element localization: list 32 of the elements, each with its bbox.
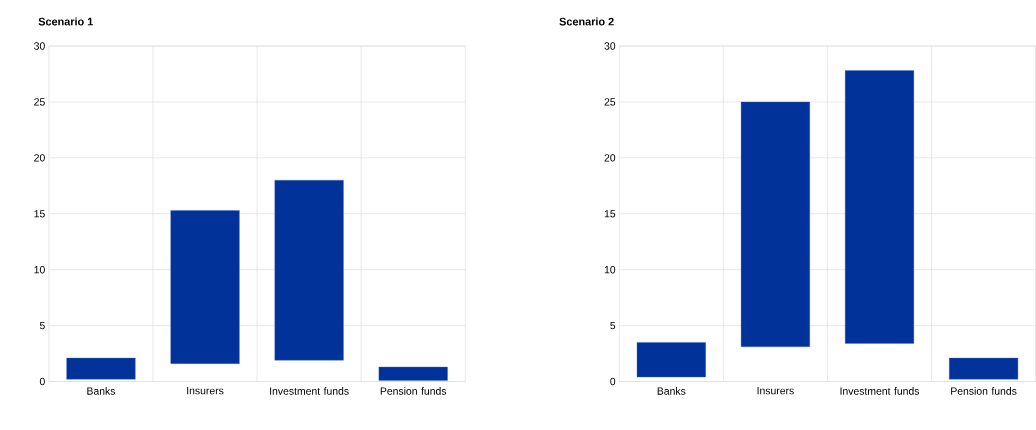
x-tick-label: Insurers: [187, 387, 224, 395]
x-tick-label: Insurers: [757, 387, 794, 395]
y-tick-label: 25: [34, 98, 45, 106]
x-tick-label: Pension funds: [951, 387, 1017, 395]
y-tick-label: 20: [34, 154, 45, 162]
x-tick-label: Investment funds: [270, 387, 349, 395]
y-tick-label: 20: [604, 154, 616, 162]
y-tick-label: 15: [34, 210, 45, 218]
y-tick-label: 30: [34, 42, 45, 50]
x-tick-label: Banks: [657, 387, 686, 395]
chart-title: Scenario 2: [559, 17, 614, 26]
y-tick-label: 10: [604, 266, 616, 274]
bar: [949, 358, 1019, 380]
bar: [636, 342, 706, 378]
bar: [274, 180, 344, 361]
y-tick-label: 5: [610, 322, 616, 330]
y-tick-label: 0: [39, 378, 45, 386]
y-tick-label: 0: [610, 378, 616, 386]
chart-title: Scenario 1: [38, 17, 93, 26]
x-tick-label: Banks: [87, 387, 116, 395]
x-tick-label: Pension funds: [380, 387, 447, 395]
y-tick-label: 10: [34, 266, 45, 274]
y-tick-label: 25: [604, 98, 616, 106]
bar: [66, 358, 136, 380]
bar: [740, 101, 810, 348]
bar: [170, 210, 240, 365]
y-tick-label: 5: [39, 322, 45, 330]
bar: [844, 70, 915, 344]
bar: [378, 366, 448, 381]
x-tick-label: Investment funds: [840, 387, 920, 395]
y-tick-label: 30: [604, 42, 616, 50]
y-tick-label: 15: [604, 210, 616, 218]
